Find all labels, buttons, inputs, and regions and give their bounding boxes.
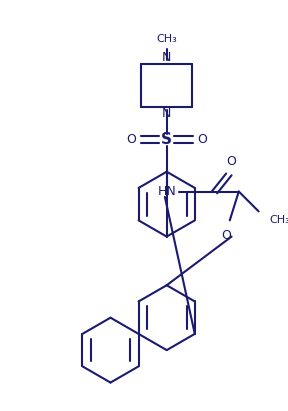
Text: O: O [221, 229, 231, 242]
Text: O: O [126, 133, 136, 146]
Text: CH₃: CH₃ [156, 34, 177, 44]
Text: CH₃: CH₃ [269, 215, 288, 225]
Text: S: S [161, 132, 172, 147]
Text: N: N [162, 51, 171, 64]
Text: N: N [162, 107, 171, 120]
Text: O: O [197, 133, 207, 146]
Text: O: O [227, 155, 236, 168]
Text: HN: HN [157, 185, 176, 198]
